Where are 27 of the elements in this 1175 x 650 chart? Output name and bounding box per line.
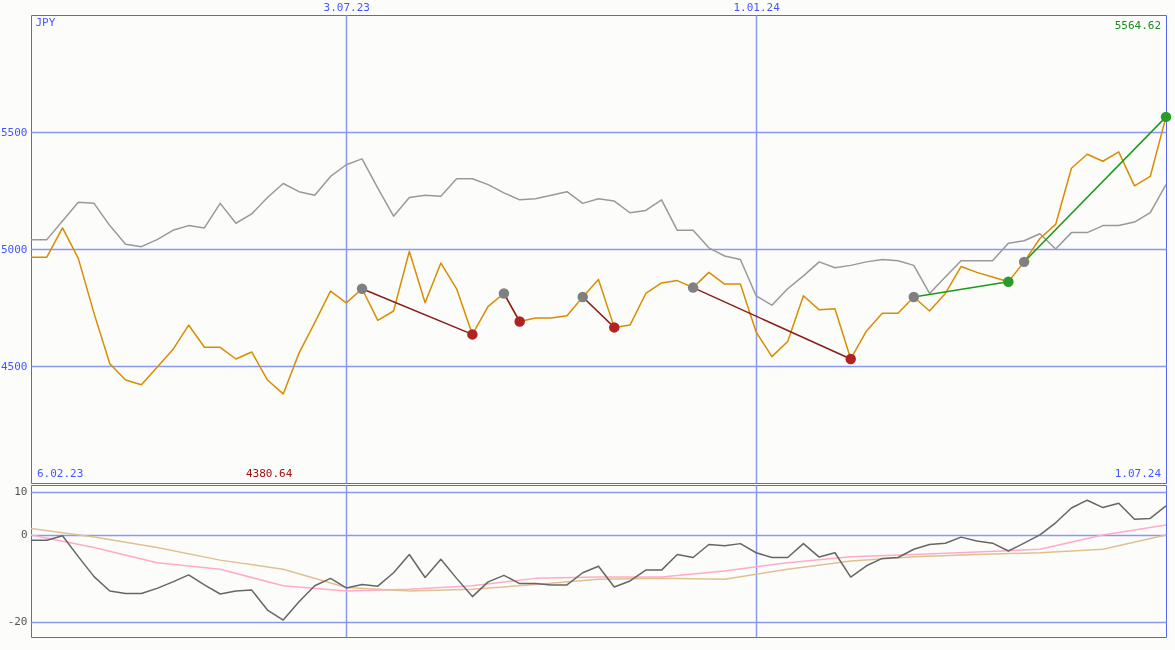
line-series [30,499,1167,621]
x-tick-label: 1.01.24 [733,0,781,14]
y-tick-label: 5500 [1,125,28,139]
y-axis-title: JPY [35,15,56,29]
point [467,329,478,340]
point [1160,111,1172,123]
point [1018,256,1030,268]
point [577,291,588,303]
point [498,288,510,299]
annotation: 5564.62 [1114,19,1161,32]
y-tick-label: -20 [7,615,28,629]
point [514,316,525,327]
annotation: 6.02.23 [37,467,84,480]
y-tick-label: 5000 [1,242,28,256]
point [908,291,920,303]
line-series [30,158,1167,306]
y-tick-label: 0 [20,528,28,542]
y-tick-label: 10 [14,485,28,499]
point [356,283,368,295]
point [687,282,699,293]
point [609,322,620,333]
annotation: 1.07.24 [1114,467,1162,480]
annotation: 4380.64 [246,467,293,480]
point [845,353,856,365]
point [1003,276,1014,287]
x-tick-label: 3.07.23 [323,0,370,14]
y-tick-label: 4500 [1,359,28,373]
